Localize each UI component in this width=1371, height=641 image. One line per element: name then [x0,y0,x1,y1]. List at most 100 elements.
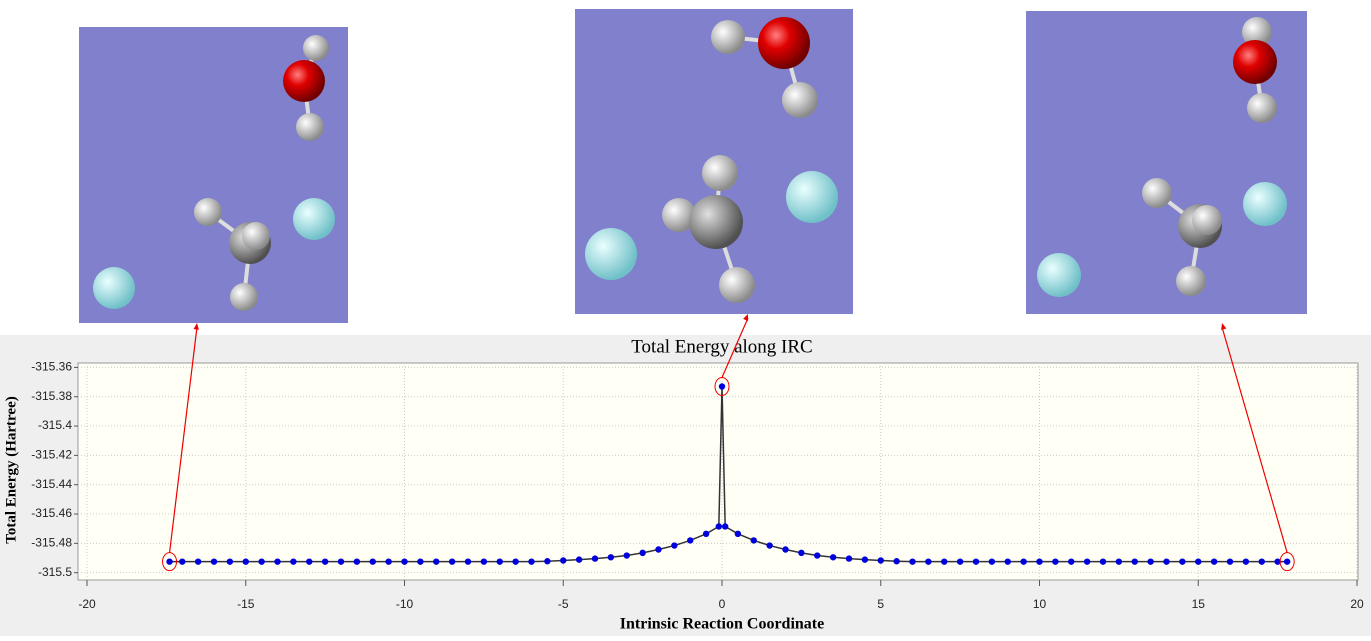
data-point [1115,558,1123,565]
y-tick-label: -315.48 [31,536,72,550]
data-point [941,558,948,565]
data-point [591,555,599,562]
data-point [210,558,218,565]
data-point [655,546,662,553]
data-point [321,558,329,565]
data-point [1052,558,1059,565]
molecule-reactant [79,27,348,323]
x-tick-label: -15 [237,597,255,611]
x-tick-label: 20 [1350,597,1364,611]
y-tick-label: -315.5 [38,565,72,579]
molecule-product [1026,11,1307,314]
data-point [972,558,980,565]
data-point [1020,558,1027,565]
data-point [1226,558,1234,565]
data-point [671,542,678,549]
data-point [290,558,297,565]
data-point [464,558,472,565]
data-point [1258,558,1265,565]
y-tick-label: -315.46 [31,506,72,520]
data-point [179,558,186,565]
data-point [480,558,488,565]
chart-title: Total Energy along IRC [631,336,812,357]
y-tick-label: -315.38 [31,389,72,403]
data-point [925,558,932,565]
data-point [715,523,723,530]
data-point [226,558,234,565]
arrow-head [743,314,749,321]
data-point [687,537,694,544]
data-point [385,558,392,565]
data-point [877,557,884,564]
data-point [433,558,440,565]
data-point [956,558,964,565]
data-point [1163,558,1170,565]
y-tick-label: -315.4 [38,418,72,432]
arrow-line [168,326,198,553]
data-point [766,542,773,549]
data-point [560,557,567,564]
data-point [1131,558,1138,565]
data-point [909,558,916,565]
x-tick-label: 0 [719,597,726,611]
x-tick-label: 15 [1192,597,1206,611]
data-point [258,558,265,565]
arrow-line [721,317,749,378]
data-point [1068,558,1075,565]
data-point [1099,558,1107,565]
data-point [1004,558,1011,565]
arrow-head [1221,323,1227,330]
annotations [162,314,1295,572]
data-point [718,383,726,390]
data-point [166,558,173,565]
data-point [1147,558,1154,565]
molecule-ts [575,9,853,314]
data-point [750,537,757,544]
data-point [417,558,424,565]
data-point [861,556,869,563]
data-point [607,554,615,561]
data-point [721,523,729,530]
data-point [639,549,646,557]
x-axis-label: Intrinsic Reaction Coordinate [620,616,824,633]
data-point [798,549,805,557]
data-point [194,558,202,565]
data-point [893,558,900,565]
data-point [337,558,345,565]
arrow-line [1221,326,1288,553]
plot: -315.36 -315.38 -315.4 -315.42 -315.44 -315.4… [31,360,1364,612]
data-point [1195,558,1202,565]
y-tick-label: -315.36 [31,360,72,374]
data-point [1210,558,1218,565]
arrow-head [193,323,199,330]
data-point [1283,558,1291,565]
data-point [988,558,996,565]
data-point [623,552,630,559]
data-point [242,558,249,565]
x-tick-label: -20 [78,597,96,611]
data-point [369,558,376,565]
x-tick-label: -10 [396,597,414,611]
data-point [496,558,503,565]
data-point [845,555,853,562]
x-tick-label: -5 [558,597,569,611]
data-point [448,558,456,565]
data-point [401,558,408,565]
data-point [1036,558,1043,565]
y-axis-label: Total Energy (Hartree) [3,396,19,543]
x-tick-label: 5 [877,597,884,611]
plot-area [77,362,1359,581]
data-point [734,530,742,538]
data-point [306,558,313,565]
data-point [1242,558,1250,565]
y-tick-label: -315.44 [31,477,72,491]
data-point [702,530,710,538]
data-point [829,554,837,561]
data-point [782,546,789,553]
data-point [1274,558,1281,565]
data-point [1083,558,1091,565]
data-point [528,558,535,565]
data-point [814,552,821,559]
y-tick-label: -315.42 [31,448,72,462]
